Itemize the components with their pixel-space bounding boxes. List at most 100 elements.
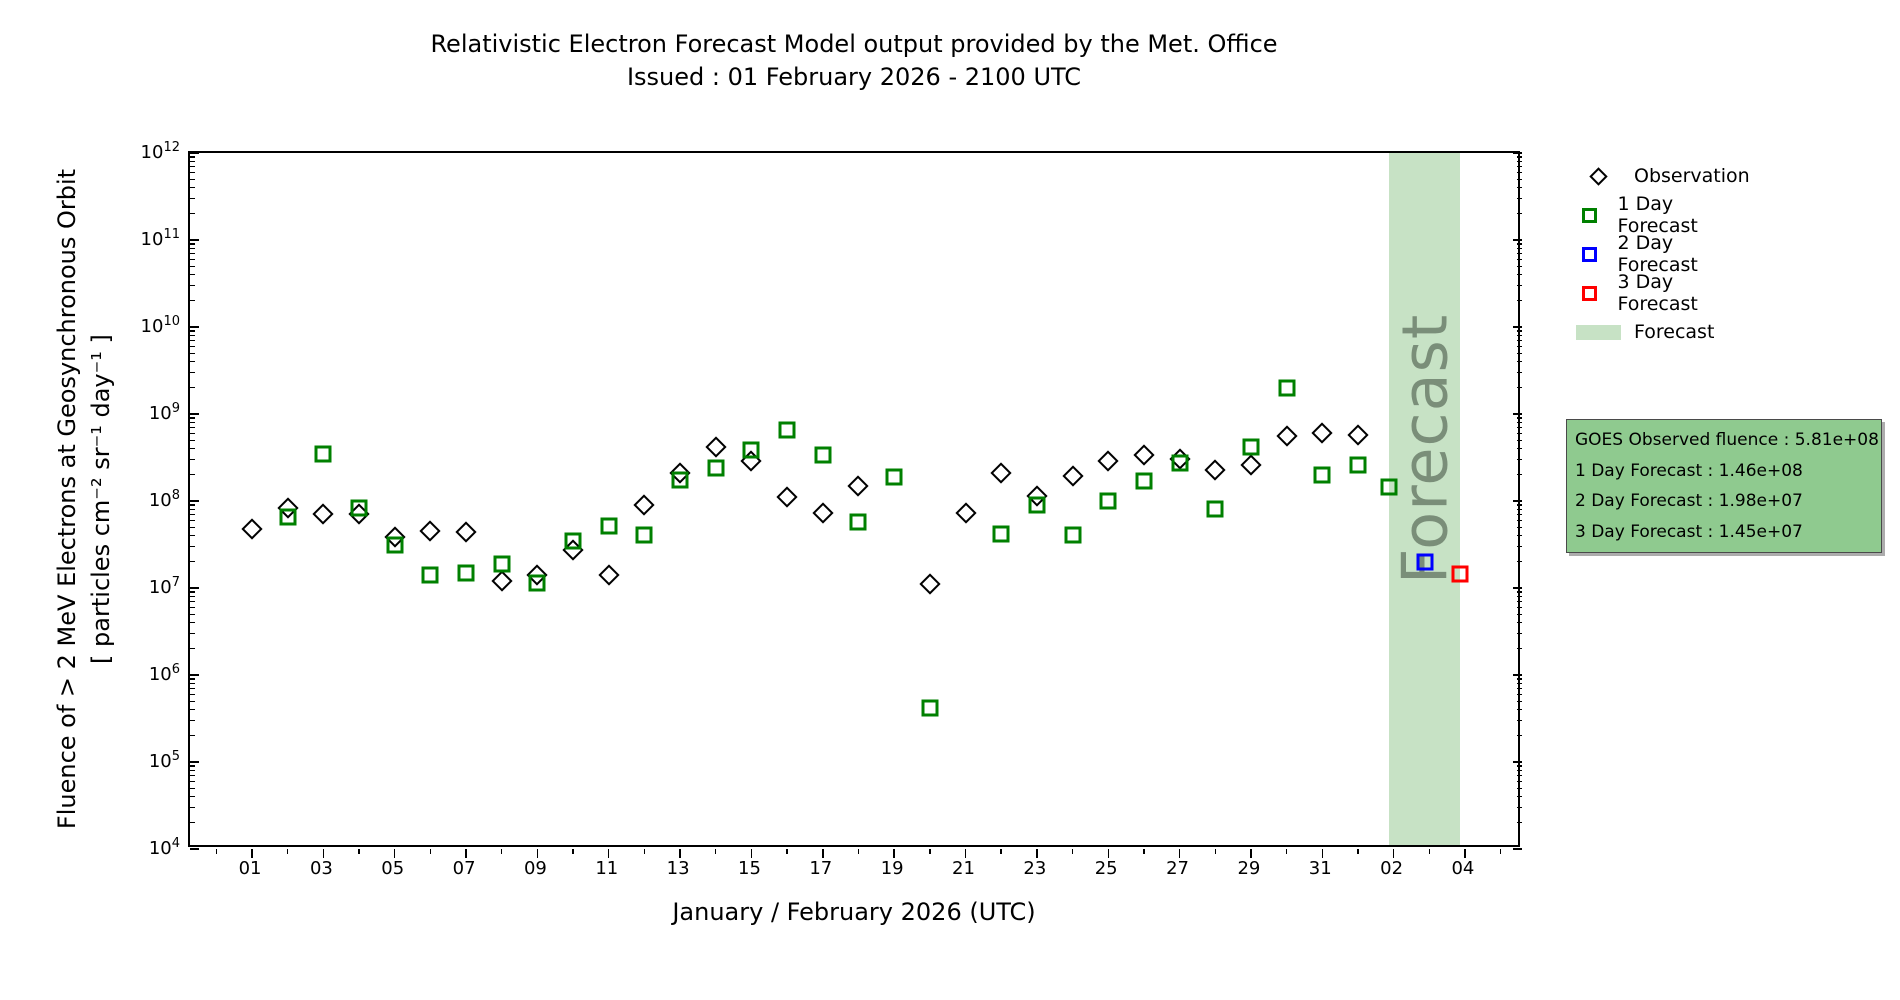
observation-point bbox=[598, 564, 620, 586]
y-minor-tick bbox=[190, 595, 195, 598]
y-minor-tick bbox=[190, 474, 195, 476]
y-minor-tick bbox=[1517, 160, 1522, 163]
1-day-forecast-point bbox=[600, 517, 618, 535]
y-minor-tick bbox=[1517, 561, 1522, 563]
x-tick-label: 02 bbox=[1380, 858, 1404, 879]
legend-label: 2 Day Forecast bbox=[1617, 232, 1698, 276]
y-minor-tick bbox=[1517, 171, 1522, 173]
observation-point bbox=[419, 520, 442, 542]
y-major-tick bbox=[190, 761, 199, 763]
y-minor-tick bbox=[1517, 648, 1522, 650]
y-minor-tick bbox=[1517, 448, 1522, 450]
y-major-tick bbox=[190, 587, 199, 589]
x-minor-tick bbox=[715, 849, 717, 854]
1-day-forecast-point bbox=[1206, 500, 1224, 518]
y-minor-tick bbox=[1517, 787, 1522, 789]
observation-point bbox=[241, 518, 263, 540]
1-day-forecast-point bbox=[1135, 472, 1153, 490]
legend-item-forecast-band: Forecast bbox=[1572, 320, 1714, 344]
y-minor-tick bbox=[190, 252, 195, 255]
y-minor-tick bbox=[190, 387, 195, 389]
x-minor-tick bbox=[1000, 849, 1002, 854]
x-tick-label: 31 bbox=[1308, 858, 1332, 879]
y-minor-tick bbox=[1517, 187, 1522, 189]
x-major-tick bbox=[608, 849, 610, 858]
x-tick-label: 07 bbox=[452, 858, 476, 879]
x-tick-label: 04 bbox=[1451, 858, 1475, 879]
1-day-forecast-point bbox=[528, 574, 546, 592]
forecast-band-swatch-icon bbox=[1575, 324, 1621, 340]
y-minor-tick bbox=[1517, 458, 1522, 461]
info-box-2day-forecast: 2 Day Forecast : 1.98e+07 bbox=[1575, 491, 1803, 511]
y-minor-tick bbox=[190, 719, 195, 722]
info-box: GOES Observed fluence : 5.81e+08 1 Day F… bbox=[1566, 419, 1882, 553]
y-minor-tick bbox=[1517, 352, 1522, 354]
x-tick-label: 23 bbox=[1023, 858, 1047, 879]
x-minor-tick bbox=[1143, 849, 1145, 854]
x-major-tick bbox=[964, 849, 967, 858]
1-day-forecast-point bbox=[992, 525, 1010, 543]
x-minor-tick bbox=[215, 849, 218, 854]
chart-subtitle: Issued : 01 February 2026 - 2100 UTC bbox=[626, 63, 1082, 91]
y-minor-tick bbox=[190, 421, 195, 424]
y-tick-label: 104 bbox=[148, 836, 180, 859]
observation-point bbox=[1275, 425, 1298, 447]
y-minor-tick bbox=[1517, 678, 1522, 680]
y-minor-tick bbox=[1517, 519, 1522, 521]
1-day-forecast-point bbox=[457, 564, 475, 582]
x-major-tick bbox=[251, 849, 253, 858]
y-minor-tick bbox=[1517, 300, 1522, 302]
y-minor-tick bbox=[190, 156, 195, 158]
y-minor-tick bbox=[1517, 474, 1522, 476]
x-tick-label: 11 bbox=[595, 858, 619, 879]
y-minor-tick bbox=[1517, 284, 1522, 287]
x-major-tick bbox=[1178, 849, 1181, 858]
legend-label: 1 Day Forecast bbox=[1617, 193, 1698, 237]
forecast-watermark: Forecast bbox=[1388, 313, 1462, 584]
y-minor-tick bbox=[1517, 417, 1522, 419]
observation-point bbox=[1311, 422, 1333, 444]
y-major-tick bbox=[1513, 239, 1522, 241]
y-minor-tick bbox=[1517, 439, 1522, 441]
y-minor-tick bbox=[190, 822, 195, 824]
1-day-forecast-point bbox=[849, 513, 867, 531]
observation-point bbox=[954, 502, 977, 525]
y-minor-tick bbox=[1517, 432, 1522, 434]
y-minor-tick bbox=[1517, 334, 1522, 337]
legend-label: Observation bbox=[1634, 165, 1750, 187]
y-minor-tick bbox=[1517, 361, 1522, 363]
y-minor-tick bbox=[190, 796, 195, 798]
x-tick-label: 09 bbox=[523, 858, 547, 879]
1-day-forecast-point bbox=[1099, 492, 1117, 510]
x-minor-tick bbox=[1071, 849, 1074, 854]
1-day-forecast-point bbox=[314, 445, 332, 463]
y-minor-tick bbox=[190, 213, 195, 215]
y-major-tick bbox=[190, 326, 199, 328]
y-minor-tick bbox=[190, 513, 195, 516]
1-day-forecast-point bbox=[493, 555, 511, 573]
y-major-tick bbox=[190, 674, 199, 676]
x-major-tick bbox=[1392, 849, 1395, 858]
y-minor-tick bbox=[1517, 247, 1522, 250]
y-minor-tick bbox=[190, 519, 195, 521]
y-minor-tick bbox=[1517, 508, 1522, 511]
y-minor-tick bbox=[190, 613, 195, 615]
1-day-forecast-point bbox=[1242, 438, 1260, 456]
y-major-tick bbox=[1513, 587, 1522, 589]
observation-point bbox=[847, 475, 870, 497]
x-minor-tick bbox=[358, 849, 360, 854]
y-minor-tick bbox=[190, 432, 195, 434]
observation-point bbox=[1240, 454, 1262, 476]
legend-item-1day-forecast: 1 Day Forecast bbox=[1572, 193, 1714, 237]
observation-point bbox=[1097, 450, 1119, 472]
y-minor-tick bbox=[1517, 265, 1522, 267]
x-major-tick bbox=[465, 849, 467, 858]
y-minor-tick bbox=[1517, 780, 1522, 782]
y-minor-tick bbox=[1517, 591, 1522, 593]
y-minor-tick bbox=[190, 622, 195, 624]
observation-point bbox=[312, 503, 335, 526]
y-minor-tick bbox=[190, 197, 195, 200]
x-major-tick bbox=[1250, 849, 1252, 858]
y-minor-tick bbox=[190, 787, 195, 789]
